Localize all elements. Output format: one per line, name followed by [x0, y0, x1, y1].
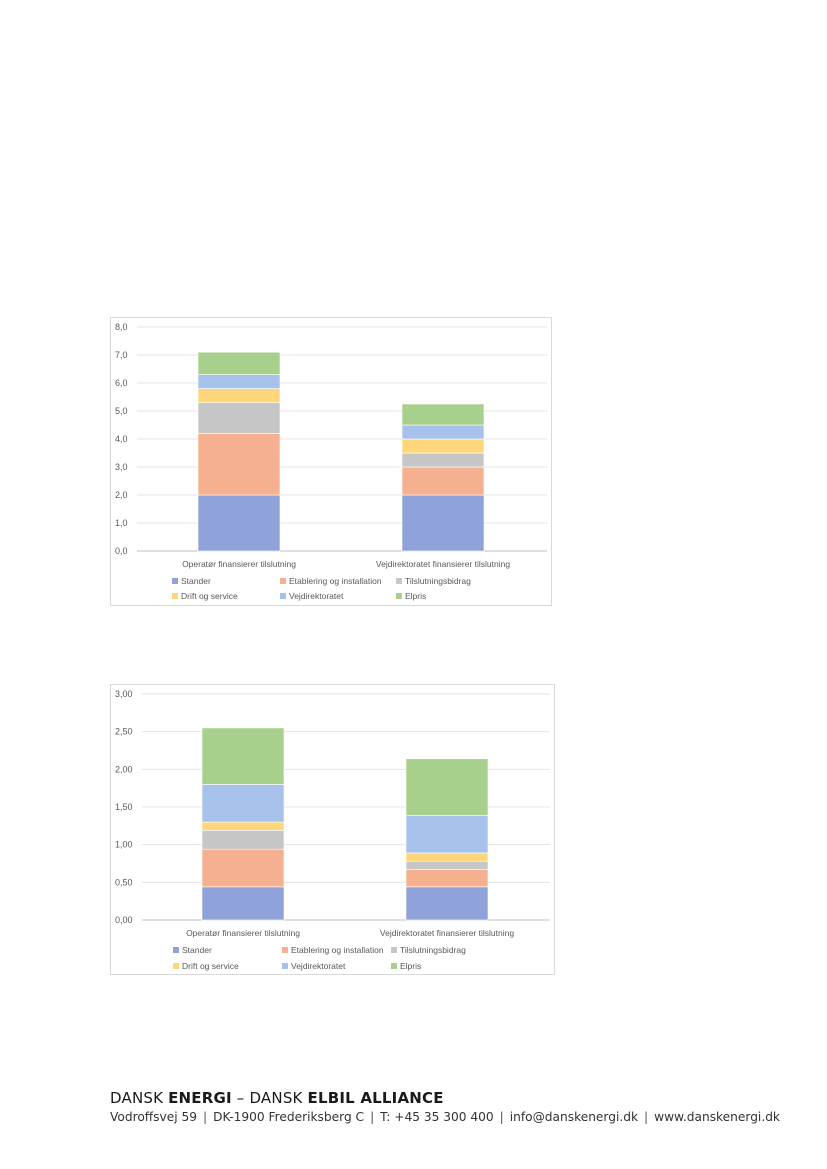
chart-1: 0,0 1,0 2,0 3,0 4,0 5,0 6,0 7,0 8,0 Operatør fina… [110, 317, 552, 606]
y-tick-label: 0,50 [115, 877, 133, 887]
bar-segment [201, 830, 285, 850]
legend-label: Drift og service [181, 591, 238, 601]
y-tick-label: 1,50 [115, 802, 133, 812]
legend-swatch [173, 963, 179, 969]
footer-email[interactable]: info@danskenergi.dk [509, 1110, 639, 1124]
legend-swatch [172, 578, 178, 584]
bar-segment [197, 402, 281, 434]
legend-swatch [280, 593, 286, 599]
y-tick-label: 8,0 [115, 322, 128, 332]
bar-segment [197, 433, 281, 496]
legend-swatch [282, 947, 288, 953]
legend-swatch [173, 947, 179, 953]
y-tick-label: 2,00 [115, 764, 133, 774]
footer-title: DANSK ENERGI – DANSK ELBIL ALLIANCE [110, 1089, 750, 1107]
legend-label: Stander [182, 945, 212, 955]
bar-segment [197, 351, 281, 375]
y-tick-label: 1,0 [115, 518, 128, 528]
bar-segment [405, 814, 489, 854]
bar-segment [197, 388, 281, 403]
y-tick-label: 3,00 [115, 689, 133, 699]
bar-segment [401, 452, 485, 468]
bar-segment [201, 886, 285, 921]
bar-segment [405, 860, 489, 870]
footer-address: Vodroffsvej 59 | DK-1900 Frederiksberg C | T… [110, 1110, 780, 1124]
legend-swatch [391, 963, 397, 969]
footer-title-part: ELBIL ALLIANCE [307, 1089, 444, 1107]
footer-web[interactable]: www.danskenergi.dk [654, 1110, 780, 1124]
legend-swatch [282, 963, 288, 969]
legend-label: Drift og service [182, 961, 239, 971]
legend-label: Etablering og installation [291, 945, 384, 955]
y-tick-label: 0,00 [115, 915, 133, 925]
y-tick-label: 6,0 [115, 378, 128, 388]
legend-label: Elpris [400, 961, 421, 971]
y-tick-label: 7,0 [115, 350, 128, 360]
legend-label: Tilslutningsbidrag [405, 576, 471, 586]
y-tick-label: 1,00 [115, 840, 133, 850]
footer-separator: | [370, 1110, 375, 1124]
footer-phone: T: +45 35 300 400 [380, 1110, 494, 1124]
bar-segment [405, 869, 489, 888]
chart-2-svg: 0,00 0,50 1,00 1,50 2,00 2,50 3,00 Operatør fin… [115, 689, 550, 971]
legend-label: Vejdirektoratet [289, 591, 344, 601]
legend-label: Vejdirektoratet [291, 961, 346, 971]
bar-segment [197, 494, 281, 552]
footer-title-part: DANSK [110, 1089, 169, 1107]
x-category-label: Vejdirektoratet finansierer tilslutning [380, 928, 514, 938]
bar-segment [401, 466, 485, 496]
bar-segment [201, 848, 285, 888]
x-category-label: Vejdirektoratet finansierer tilslutning [376, 559, 510, 569]
bar-segment [405, 886, 489, 921]
legend-swatch [391, 947, 397, 953]
bar-segment [401, 494, 485, 552]
legend-swatch [172, 593, 178, 599]
footer-separator: | [203, 1110, 208, 1124]
bar-segment [201, 784, 285, 823]
bar-segment [401, 403, 485, 426]
legend-label: Etablering og installation [289, 576, 382, 586]
bar-segment [401, 424, 485, 440]
footer-street: Vodroffsvej 59 [110, 1110, 198, 1124]
footer-separator: | [499, 1110, 504, 1124]
x-category-label: Operatør finansierer tilslutning [182, 559, 296, 569]
chart-2: 0,00 0,50 1,00 1,50 2,00 2,50 3,00 Operatør fin… [110, 684, 555, 975]
bar-segment [405, 758, 489, 816]
footer-title-part: – DANSK [231, 1089, 308, 1107]
y-tick-label: 3,0 [115, 462, 128, 472]
legend-swatch [396, 593, 402, 599]
footer-title-part: ENERGI [168, 1089, 232, 1107]
y-tick-label: 2,0 [115, 490, 128, 500]
y-tick-label: 0,0 [115, 546, 128, 556]
y-tick-label: 2,50 [115, 727, 133, 737]
y-tick-label: 5,0 [115, 406, 128, 416]
legend-label: Tilslutningsbidrag [400, 945, 466, 955]
footer-separator: | [644, 1110, 649, 1124]
bar-segment [401, 438, 485, 454]
bar-segment [201, 821, 285, 831]
legend-label: Elpris [405, 591, 426, 601]
legend-swatch [280, 578, 286, 584]
chart-1-svg: 0,0 1,0 2,0 3,0 4,0 5,0 6,0 7,0 8,0 Operatør fina… [115, 322, 547, 601]
bar-segment [405, 852, 489, 862]
legend-label: Stander [181, 576, 211, 586]
footer-city: DK-1900 Frederiksberg C [213, 1110, 365, 1124]
legend-swatch [396, 578, 402, 584]
y-tick-label: 4,0 [115, 434, 128, 444]
x-category-label: Operatør finansierer tilslutning [186, 928, 300, 938]
bar-segment [201, 727, 285, 785]
bar-segment [197, 374, 281, 389]
footer: DANSK ENERGI – DANSK ELBIL ALLIANCE Vodr… [110, 1089, 780, 1124]
